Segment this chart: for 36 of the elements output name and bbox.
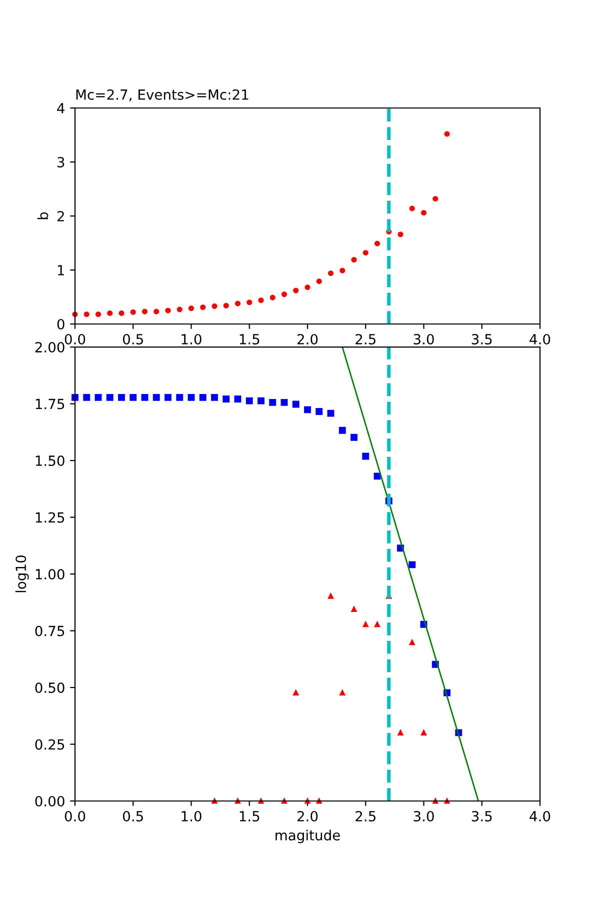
- x-tick-label: 1.0: [182, 810, 202, 822]
- y-tick-label: 3: [58, 156, 64, 168]
- x-tick-label: 3.5: [472, 810, 492, 822]
- x-tick-label: 4.0: [530, 810, 550, 822]
- y-tick-label: 1.00: [36, 568, 64, 580]
- x-tick-label: 1.5: [240, 811, 260, 822]
- y-axis-title: b: [37, 212, 48, 220]
- y-tick-label: 0.75: [35, 626, 64, 636]
- x-tick-label: 0.0: [64, 334, 86, 344]
- y-tick-label: 1.75: [36, 398, 64, 410]
- x-tick-label: 1.0: [182, 334, 202, 344]
- y-axis-title: log10: [15, 556, 29, 592]
- chart-title: Mc=2.7, Events>=Mc:21: [76, 89, 248, 102]
- y-tick-label: 0: [57, 318, 64, 330]
- y-tick-label: 4: [57, 103, 64, 114]
- y-tick-label: 1: [58, 265, 64, 276]
- y-tick-label: 1.50: [36, 456, 64, 466]
- y-tick-label: 2.00: [35, 342, 64, 353]
- y-tick-label: 0.25: [35, 739, 64, 750]
- x-tick-label: 0.5: [122, 334, 143, 344]
- x-tick-label: 4.0: [530, 334, 550, 344]
- x-tick-label: 1.5: [240, 334, 260, 344]
- x-tick-label: 0.5: [122, 810, 143, 822]
- y-tick-label: 0.50: [35, 682, 64, 693]
- x-tick-label: 2.0: [297, 810, 318, 822]
- x-axis-title: magitude: [276, 830, 340, 844]
- x-tick-label: 3.0: [414, 334, 434, 344]
- y-tick-label: 0.00: [35, 796, 64, 806]
- x-tick-label: 3.5: [472, 334, 492, 344]
- x-tick-label: 2.5: [356, 810, 376, 822]
- x-tick-label: 0.0: [64, 810, 86, 822]
- x-tick-label: 2.0: [297, 334, 318, 344]
- x-tick-label: 3.0: [414, 810, 434, 822]
- y-tick-label: 1.25: [36, 512, 64, 523]
- y-tick-label: 2: [57, 210, 64, 222]
- x-tick-label: 2.5: [356, 334, 376, 344]
